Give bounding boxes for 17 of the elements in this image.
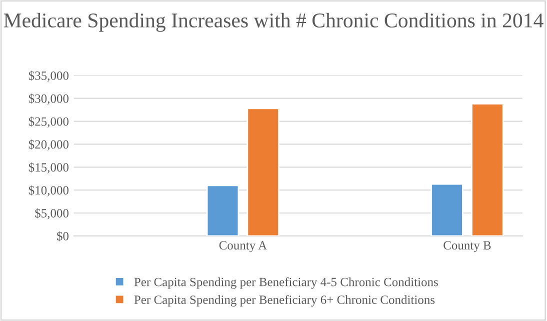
y-tick-label: $30,000 (28, 94, 69, 105)
y-tick-label: $25,000 (28, 116, 69, 128)
chart-title: Medicare Spending Increases with # Chronic Conditions in 2014 (4, 12, 544, 32)
x-tick-label: County A (219, 241, 267, 252)
bar (246, 108, 280, 236)
y-tick-label: $15,000 (28, 162, 69, 174)
legend-label: Per Capita Spending per Beneficiary 6+ Chronic Conditions (134, 295, 435, 307)
x-tick-label: County B (444, 241, 491, 252)
bar (206, 184, 240, 236)
y-tick-label: $0 (57, 231, 69, 242)
y-tick-label: $5,000 (35, 208, 69, 220)
legend-label: Per Capita Spending per Beneficiary 4-5 Chronic Conditions (134, 277, 438, 289)
y-tick-label: $10,000 (28, 185, 69, 196)
y-tick-label: $35,000 (28, 70, 69, 82)
bar (471, 103, 504, 236)
bar (430, 183, 464, 236)
y-tick-label: $20,000 (28, 140, 69, 150)
